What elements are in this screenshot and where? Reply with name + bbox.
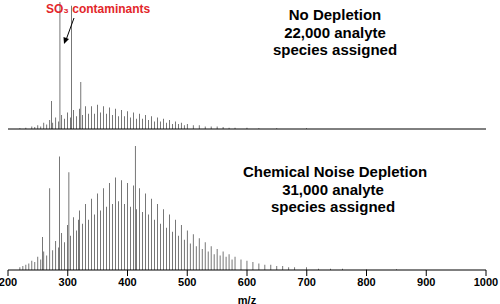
svg-text:300: 300: [59, 276, 77, 288]
html-text:Chemical Noise Depletion: Chemical Noise Depletion: [242, 163, 428, 180]
svg-text:200: 200: [8, 276, 17, 288]
html-text:31,000 analyte species assigne: 31,000 analyte species assigned: [270, 181, 396, 215]
svg-text:900: 900: [417, 276, 435, 288]
svg-text:1000: 1000: [474, 276, 492, 288]
svg-text:m/z: m/z: [238, 294, 257, 304]
svg-text:700: 700: [298, 276, 316, 288]
svg-text:800: 800: [357, 276, 375, 288]
svg-text:500: 500: [178, 276, 196, 288]
html-text:No Depletion: No Depletion: [288, 6, 382, 23]
html-text:SO₃ contaminants: SO₃ contaminants: [46, 2, 151, 16]
html-text:22,000 analyte species assigne: 22,000 analyte species assigned: [272, 24, 398, 58]
svg-text:400: 400: [118, 276, 136, 288]
svg-text:600: 600: [238, 276, 256, 288]
